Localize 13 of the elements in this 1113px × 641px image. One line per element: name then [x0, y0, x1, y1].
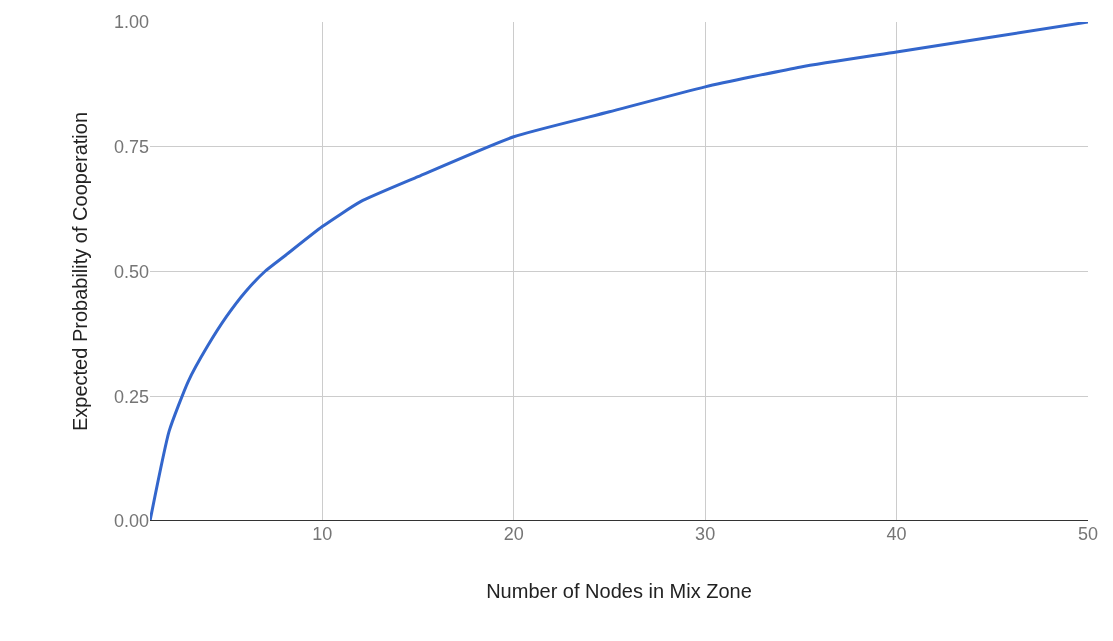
y-tick-label: 0.25: [113, 386, 149, 407]
x-axis-title: Number of Nodes in Mix Zone: [486, 579, 752, 602]
y-tick-label: 1.00: [113, 12, 149, 33]
x-tick-label: 30: [695, 524, 716, 544]
x-tick-label: 50: [1077, 524, 1099, 544]
y-tick-label: 0.50: [113, 261, 149, 282]
line-series: [150, 22, 1088, 521]
y-tick-label: 0.00: [113, 511, 149, 532]
y-axis-title: Expected Probability of Cooperation: [69, 111, 92, 432]
x-tick-label: 10: [312, 524, 333, 544]
x-tick-label: 20: [503, 524, 524, 544]
x-tick-label: 40: [886, 524, 907, 544]
y-tick-label: 0.75: [113, 137, 149, 158]
